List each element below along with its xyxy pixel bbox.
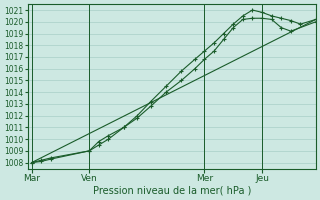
X-axis label: Pression niveau de la mer( hPa ): Pression niveau de la mer( hPa ) xyxy=(92,186,251,196)
